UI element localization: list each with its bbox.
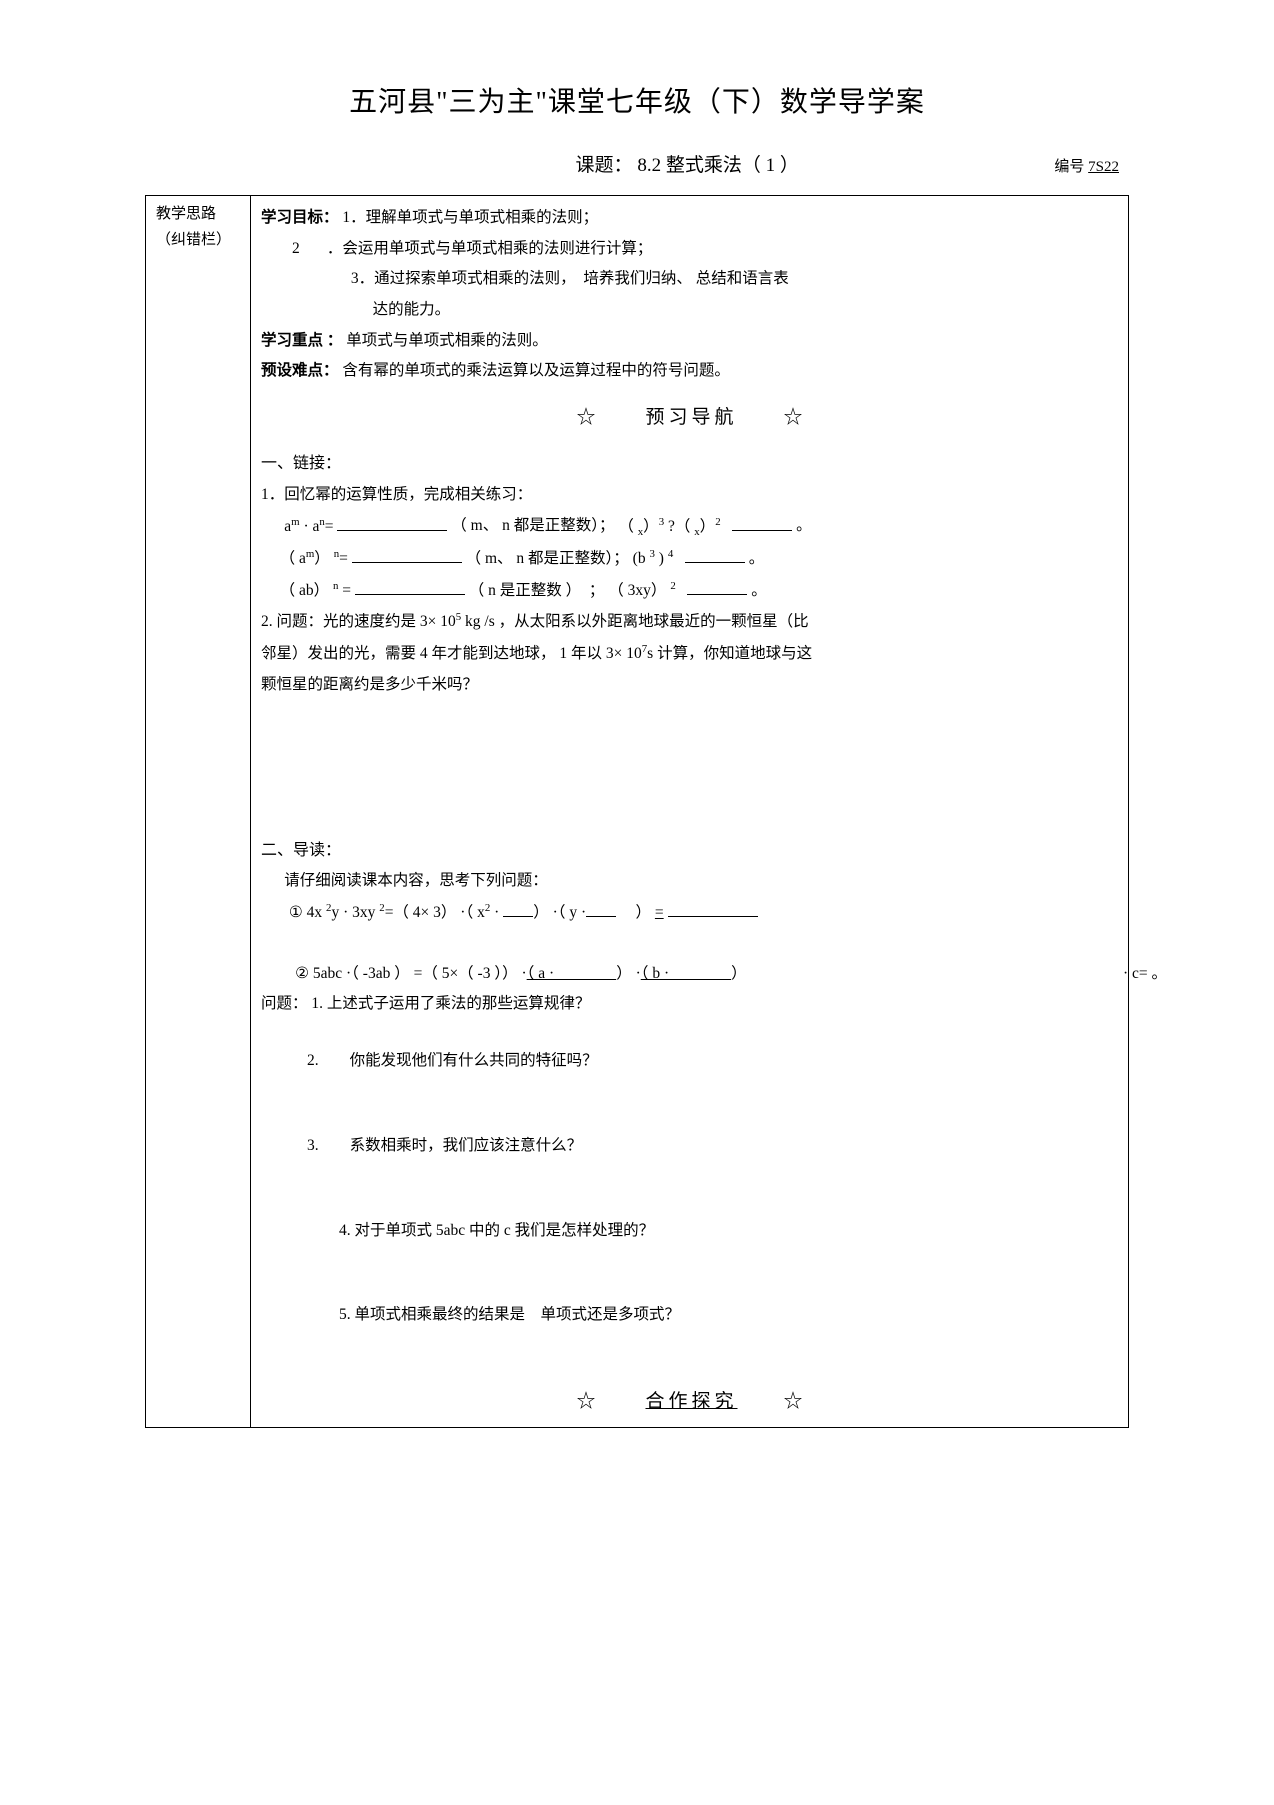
- q-label: 问题：: [261, 995, 308, 1012]
- s2-q2: 2. 你能发现他们有什么共同的特征吗？: [307, 1047, 1122, 1076]
- gap-1: [261, 702, 1122, 822]
- s2-q1: 1. 上述式子运用了乘法的那些运算规律？: [311, 995, 590, 1012]
- page-main-title: 五河县"三为主"课堂七年级（下）数学导学案: [145, 80, 1129, 120]
- s2-intro: 请仔细阅读课本内容，思考下列问题：: [261, 867, 1122, 896]
- obj2-text: ．会运用单项式与单项式相乘的法则进行计算；: [327, 240, 653, 257]
- s1-q2c: 颗恒星的距离约是多少千米吗？: [261, 671, 1122, 700]
- left-line2: （纠错栏）: [156, 228, 240, 254]
- s2-ex2: ② 5abc ·（ -3ab ） =（ 5×（ -3 ）） ·（ a · ） ·…: [261, 960, 1122, 989]
- q2-text: 你能发现他们有什么共同的特征吗？: [350, 1052, 598, 1069]
- blank-ex1c: [668, 902, 758, 918]
- gap-small-2: [261, 1330, 1122, 1370]
- exp3-right: （ 3xy） 2: [608, 582, 675, 599]
- blank-3: [355, 579, 465, 595]
- left-line1: 教学思路: [156, 202, 240, 228]
- objectives-label: 学习目标：: [261, 209, 339, 226]
- serial-block: 编号 7S22: [1054, 155, 1119, 176]
- left-column: 教学思路 （纠错栏）: [146, 196, 251, 1428]
- q2-num: 2.: [307, 1047, 346, 1076]
- difficulty-row: 预设难点： 含有幂的单项式的乘法运算以及运算过程中的符号问题。: [261, 357, 1122, 386]
- blank-3b: [687, 579, 747, 595]
- exp1-mid: （ m、 n 都是正整数）；: [451, 518, 614, 535]
- subtitle-row: 课题： 8.2 整式乘法（ 1 ） 编号 7S22: [145, 150, 1129, 177]
- lesson-subtitle: 课题： 8.2 整式乘法（ 1 ）: [155, 150, 1054, 177]
- objective-3b: 达的能力。: [261, 296, 1122, 325]
- section1-head: 一、链接：: [261, 449, 1122, 479]
- s2-q-row: 问题： 1. 上述式子运用了乘法的那些运算规律？: [261, 990, 1122, 1019]
- s1-q2b: 邻星）发出的光，需要 4 年才能到达地球， 1 年以 3× 107s 计算，你知…: [261, 639, 1122, 669]
- s1-q2a: 2. 问题：光的速度约是 3× 105 kg /s ，从太阳系以外距离地球最近的…: [261, 607, 1122, 637]
- difficulty-text: 含有幂的单项式的乘法运算以及运算过程中的符号问题。: [342, 362, 730, 379]
- obj2-num: 2: [292, 235, 323, 264]
- q3-text: 系数相乘时，我们应该注意什么？: [350, 1137, 583, 1154]
- exp1-left: am · an=: [284, 518, 333, 535]
- blank-ex1b: [586, 902, 616, 918]
- exp-row-1: am · an= （ m、 n 都是正整数）； （ x）3 ?（ x）2 。: [261, 511, 1122, 541]
- exp3-left: （ ab） n =: [280, 582, 351, 599]
- s2-q3: 3. 系数相乘时，我们应该注意什么？: [307, 1132, 1122, 1161]
- blank-1b: [732, 515, 792, 531]
- objective-3a: 3．通过探索单项式相乘的法则， 培养我们归纳、 总结和语言表: [261, 265, 1122, 294]
- exp2-right: (b 3 ) 4: [633, 550, 674, 567]
- subtitle-value: 8.2 整式乘法（ 1 ）: [637, 155, 799, 176]
- objective-2: 2 ．会运用单项式与单项式相乘的法则进行计算；: [261, 235, 1122, 264]
- difficulty-label: 预设难点：: [261, 362, 339, 379]
- serial-code: 7S22: [1088, 159, 1119, 175]
- exp2-mid: （ m、 n 都是正整数）；: [466, 550, 629, 567]
- worksheet-table: 教学思路 （纠错栏） 学习目标： 1．理解单项式与单项式相乘的法则； 2 ．会运…: [145, 195, 1129, 1428]
- exp3-mid: （ n 是正整数 ） ；: [469, 582, 605, 599]
- blank-ex1a: [503, 902, 533, 918]
- exp2-left: （ am） n=: [280, 550, 348, 567]
- blank-1: [337, 515, 447, 531]
- exp-row-3: （ ab） n = （ n 是正整数 ） ； （ 3xy） 2 。: [261, 576, 1122, 606]
- s2-q4: 4. 对于单项式 5abc 中的 c 我们是怎样处理的？: [339, 1217, 1122, 1246]
- s2-ex1: ① 4x 2y · 3xy 2=（ 4× 3） ·（ x2 · ） ·（ y ·…: [261, 898, 1122, 928]
- exp1-right: （ x）3 ?（ x）2: [618, 518, 720, 535]
- keypoint-label: 学习重点 ：: [261, 332, 342, 349]
- ex2-overflow: · c= 。: [1123, 960, 1167, 989]
- keypoint-row: 学习重点 ： 单项式与单项式相乘的法则。: [261, 327, 1122, 356]
- blank-2: [352, 547, 462, 563]
- keypoint-text: 单项式与单项式相乘的法则。: [346, 332, 548, 349]
- s2-q5: 5. 单项式相乘最终的结果是 单项式还是多项式？: [339, 1301, 1122, 1330]
- exp-row-2: （ am） n= （ m、 n 都是正整数）； (b 3 ) 4 。: [261, 544, 1122, 574]
- star-heading-2: ☆ 合作探究 ☆: [261, 1384, 1122, 1419]
- section2-head: 二、导读：: [261, 836, 1122, 866]
- right-column: 学习目标： 1．理解单项式与单项式相乘的法则； 2 ．会运用单项式与单项式相乘的…: [251, 196, 1129, 1428]
- objectives-block: 学习目标： 1．理解单项式与单项式相乘的法则；: [261, 204, 1122, 233]
- blank-2b: [685, 547, 745, 563]
- star-heading-1: ☆ 预习导航 ☆: [261, 400, 1122, 435]
- s1-line1: 1．回忆幂的运算性质，完成相关练习：: [261, 481, 1122, 510]
- objective-1: 1．理解单项式与单项式相乘的法则；: [342, 209, 598, 226]
- subtitle-label: 课题：: [576, 155, 633, 176]
- q3-num: 3.: [307, 1132, 346, 1161]
- gap-small-1: [261, 930, 1122, 958]
- serial-label: 编号: [1054, 159, 1088, 175]
